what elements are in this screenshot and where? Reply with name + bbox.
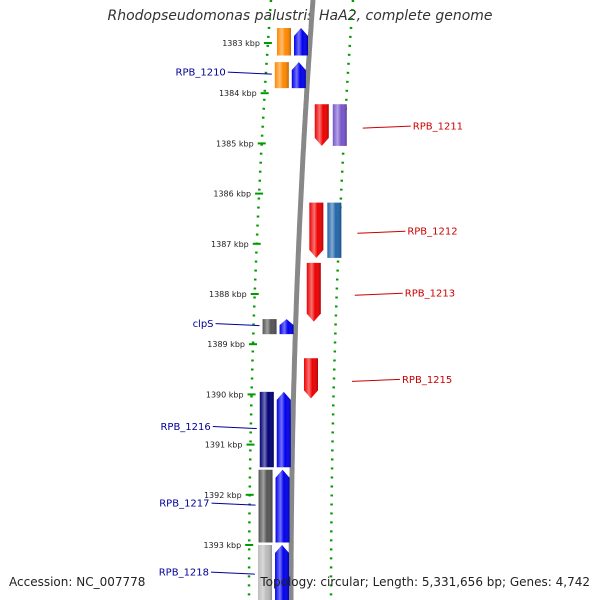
label-leader-line	[351, 378, 401, 382]
tick-label: 1385 kbp	[216, 139, 254, 148]
kbp-ticks: 1383 kbp 1384 kbp 1385 kbp 1386 kbp 1387 kbp…	[203, 39, 272, 550]
gene-arrow-forward[interactable]	[276, 391, 291, 468]
tick-label: 1386 kbp	[213, 190, 251, 199]
label-leader-line	[357, 230, 406, 234]
gene-label[interactable]: RPB_1210	[176, 68, 226, 79]
gene-arrow-reverse[interactable]	[306, 262, 321, 322]
gene-arrow-forward[interactable]	[275, 469, 290, 543]
tick-label: 1384 kbp	[219, 89, 257, 98]
map-title: Rhodopseudomonas palustris HaA2, complet…	[107, 8, 493, 24]
gene-labels: RPB_1210 clpS RPB_1216 RPB_1217 RPB_1218 RPB_…	[159, 68, 463, 579]
tick-label: 1393 kbp	[203, 541, 241, 550]
gene-arrow-forward[interactable]	[291, 62, 306, 89]
feature-block[interactable]	[327, 202, 342, 258]
tick-label: 1389 kbp	[207, 340, 245, 349]
label-leader-line	[211, 502, 256, 506]
topology-text: Topology: circular; Length: 5,331,656 bp…	[260, 575, 590, 589]
label-leader-line	[211, 571, 256, 575]
gene-track	[275, 27, 329, 600]
tick-label: 1387 kbp	[211, 240, 249, 249]
gene-label[interactable]: clpS	[193, 319, 214, 330]
accession-text: Accession: NC_007778	[9, 575, 146, 589]
feature-block[interactable]	[258, 469, 273, 543]
feature-block[interactable]	[274, 62, 289, 89]
label-leader-line	[362, 125, 411, 129]
tick-label: 1390 kbp	[206, 390, 244, 399]
feature-track	[258, 27, 347, 600]
gene-arrow-reverse[interactable]	[309, 202, 324, 258]
gene-label[interactable]: RPB_1215	[402, 375, 452, 386]
feature-block[interactable]	[259, 391, 274, 468]
gene-label[interactable]: RPB_1212	[407, 227, 457, 238]
feature-block[interactable]	[277, 27, 292, 56]
label-leader-line	[215, 323, 260, 327]
backbone-line	[288, 0, 316, 600]
tick-label: 1391 kbp	[205, 441, 243, 450]
feature-block[interactable]	[262, 319, 277, 335]
tick-label: 1383 kbp	[222, 39, 260, 48]
gene-arrow-reverse[interactable]	[314, 104, 329, 146]
outer-dashed-ring	[329, 0, 355, 600]
feature-block[interactable]	[258, 545, 273, 600]
dashed-ring-guides	[247, 0, 355, 600]
inner-dashed-ring	[247, 0, 273, 600]
gene-arrow-forward[interactable]	[279, 319, 294, 335]
feature-block[interactable]	[332, 104, 347, 146]
gene-label[interactable]: RPB_1216	[160, 422, 210, 433]
label-leader-line	[227, 71, 272, 75]
gene-label[interactable]: RPB_1218	[159, 568, 209, 579]
gene-label[interactable]: RPB_1213	[405, 289, 455, 300]
gene-label[interactable]: RPB_1217	[159, 499, 209, 510]
gene-arrow-forward[interactable]	[294, 27, 309, 56]
gene-arrow-forward[interactable]	[275, 545, 290, 600]
gene-label[interactable]: RPB_1211	[413, 122, 463, 133]
label-leader-line	[354, 292, 403, 296]
gene-arrow-reverse[interactable]	[303, 358, 318, 399]
genome-backbone	[288, 0, 316, 600]
label-leader-line	[212, 426, 257, 430]
tick-label: 1388 kbp	[209, 290, 247, 299]
tick-label: 1392 kbp	[204, 491, 242, 500]
